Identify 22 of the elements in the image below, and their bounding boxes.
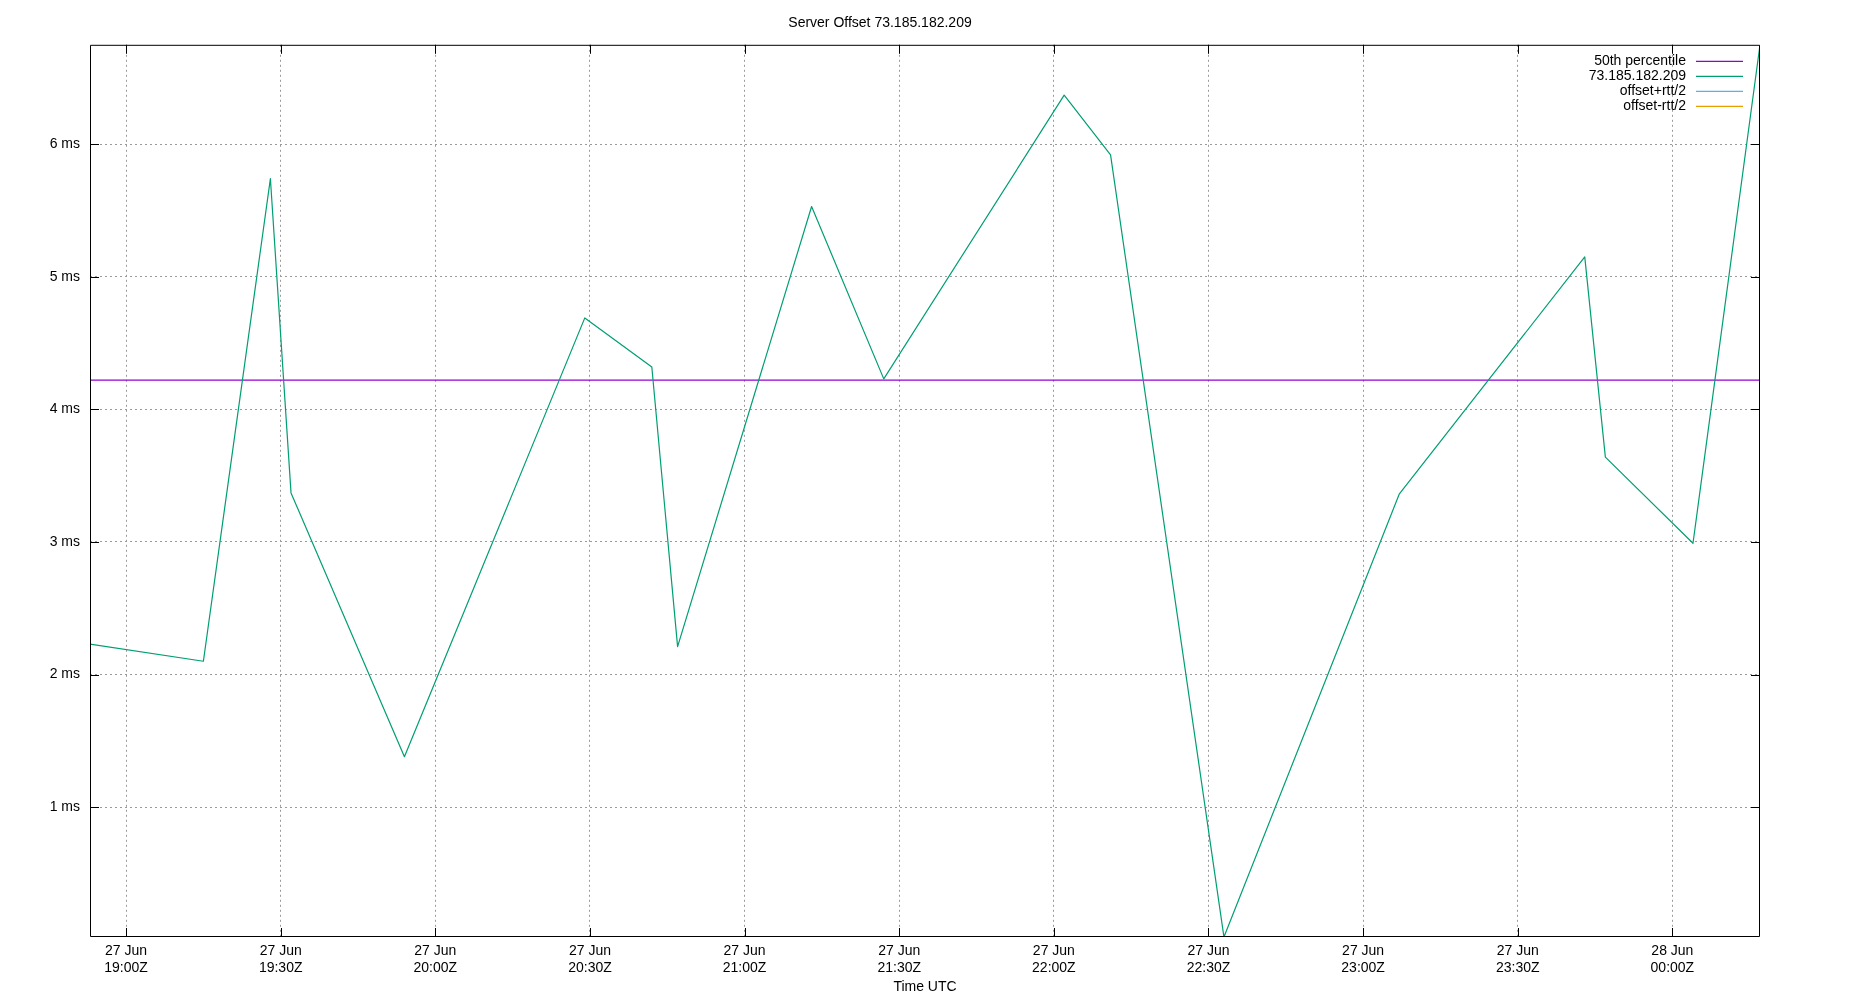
x-tick-label: 27 Jun 21:00Z bbox=[722, 942, 767, 976]
x-tick-label: 27 Jun 22:30Z bbox=[1186, 942, 1231, 976]
y-tick-label: 6 ms bbox=[49, 135, 80, 152]
x-tick-label: 27 Jun 20:30Z bbox=[568, 942, 613, 976]
x-tick-label: 27 Jun 22:00Z bbox=[1032, 942, 1077, 976]
x-tick-label: 27 Jun 23:30Z bbox=[1495, 942, 1540, 976]
y-tick-label: 2 ms bbox=[49, 665, 80, 682]
y-tick-label: 4 ms bbox=[49, 400, 80, 417]
legend-label: offset+rtt/2 bbox=[1619, 81, 1687, 98]
chart-title: Server Offset 73.185.182.209 bbox=[788, 14, 972, 31]
x-tick-label: 27 Jun 21:30Z bbox=[877, 942, 922, 976]
x-tick-label: 27 Jun 19:30Z bbox=[258, 942, 303, 976]
legend-label: offset-rtt/2 bbox=[1623, 96, 1687, 113]
y-tick-label: 5 ms bbox=[49, 267, 80, 284]
legend-label: 50th percentile bbox=[1594, 51, 1687, 68]
y-tick-label: 3 ms bbox=[49, 532, 80, 549]
x-axis-title: Time UTC bbox=[893, 978, 957, 995]
y-tick-label: 1 ms bbox=[49, 797, 80, 814]
x-tick-label: 27 Jun 20:00Z bbox=[413, 942, 458, 976]
x-tick-label: 28 Jun 00:00Z bbox=[1650, 942, 1695, 976]
x-tick-label: 27 Jun 23:00Z bbox=[1341, 942, 1386, 976]
x-tick-label: 27 Jun 19:00Z bbox=[104, 942, 149, 976]
